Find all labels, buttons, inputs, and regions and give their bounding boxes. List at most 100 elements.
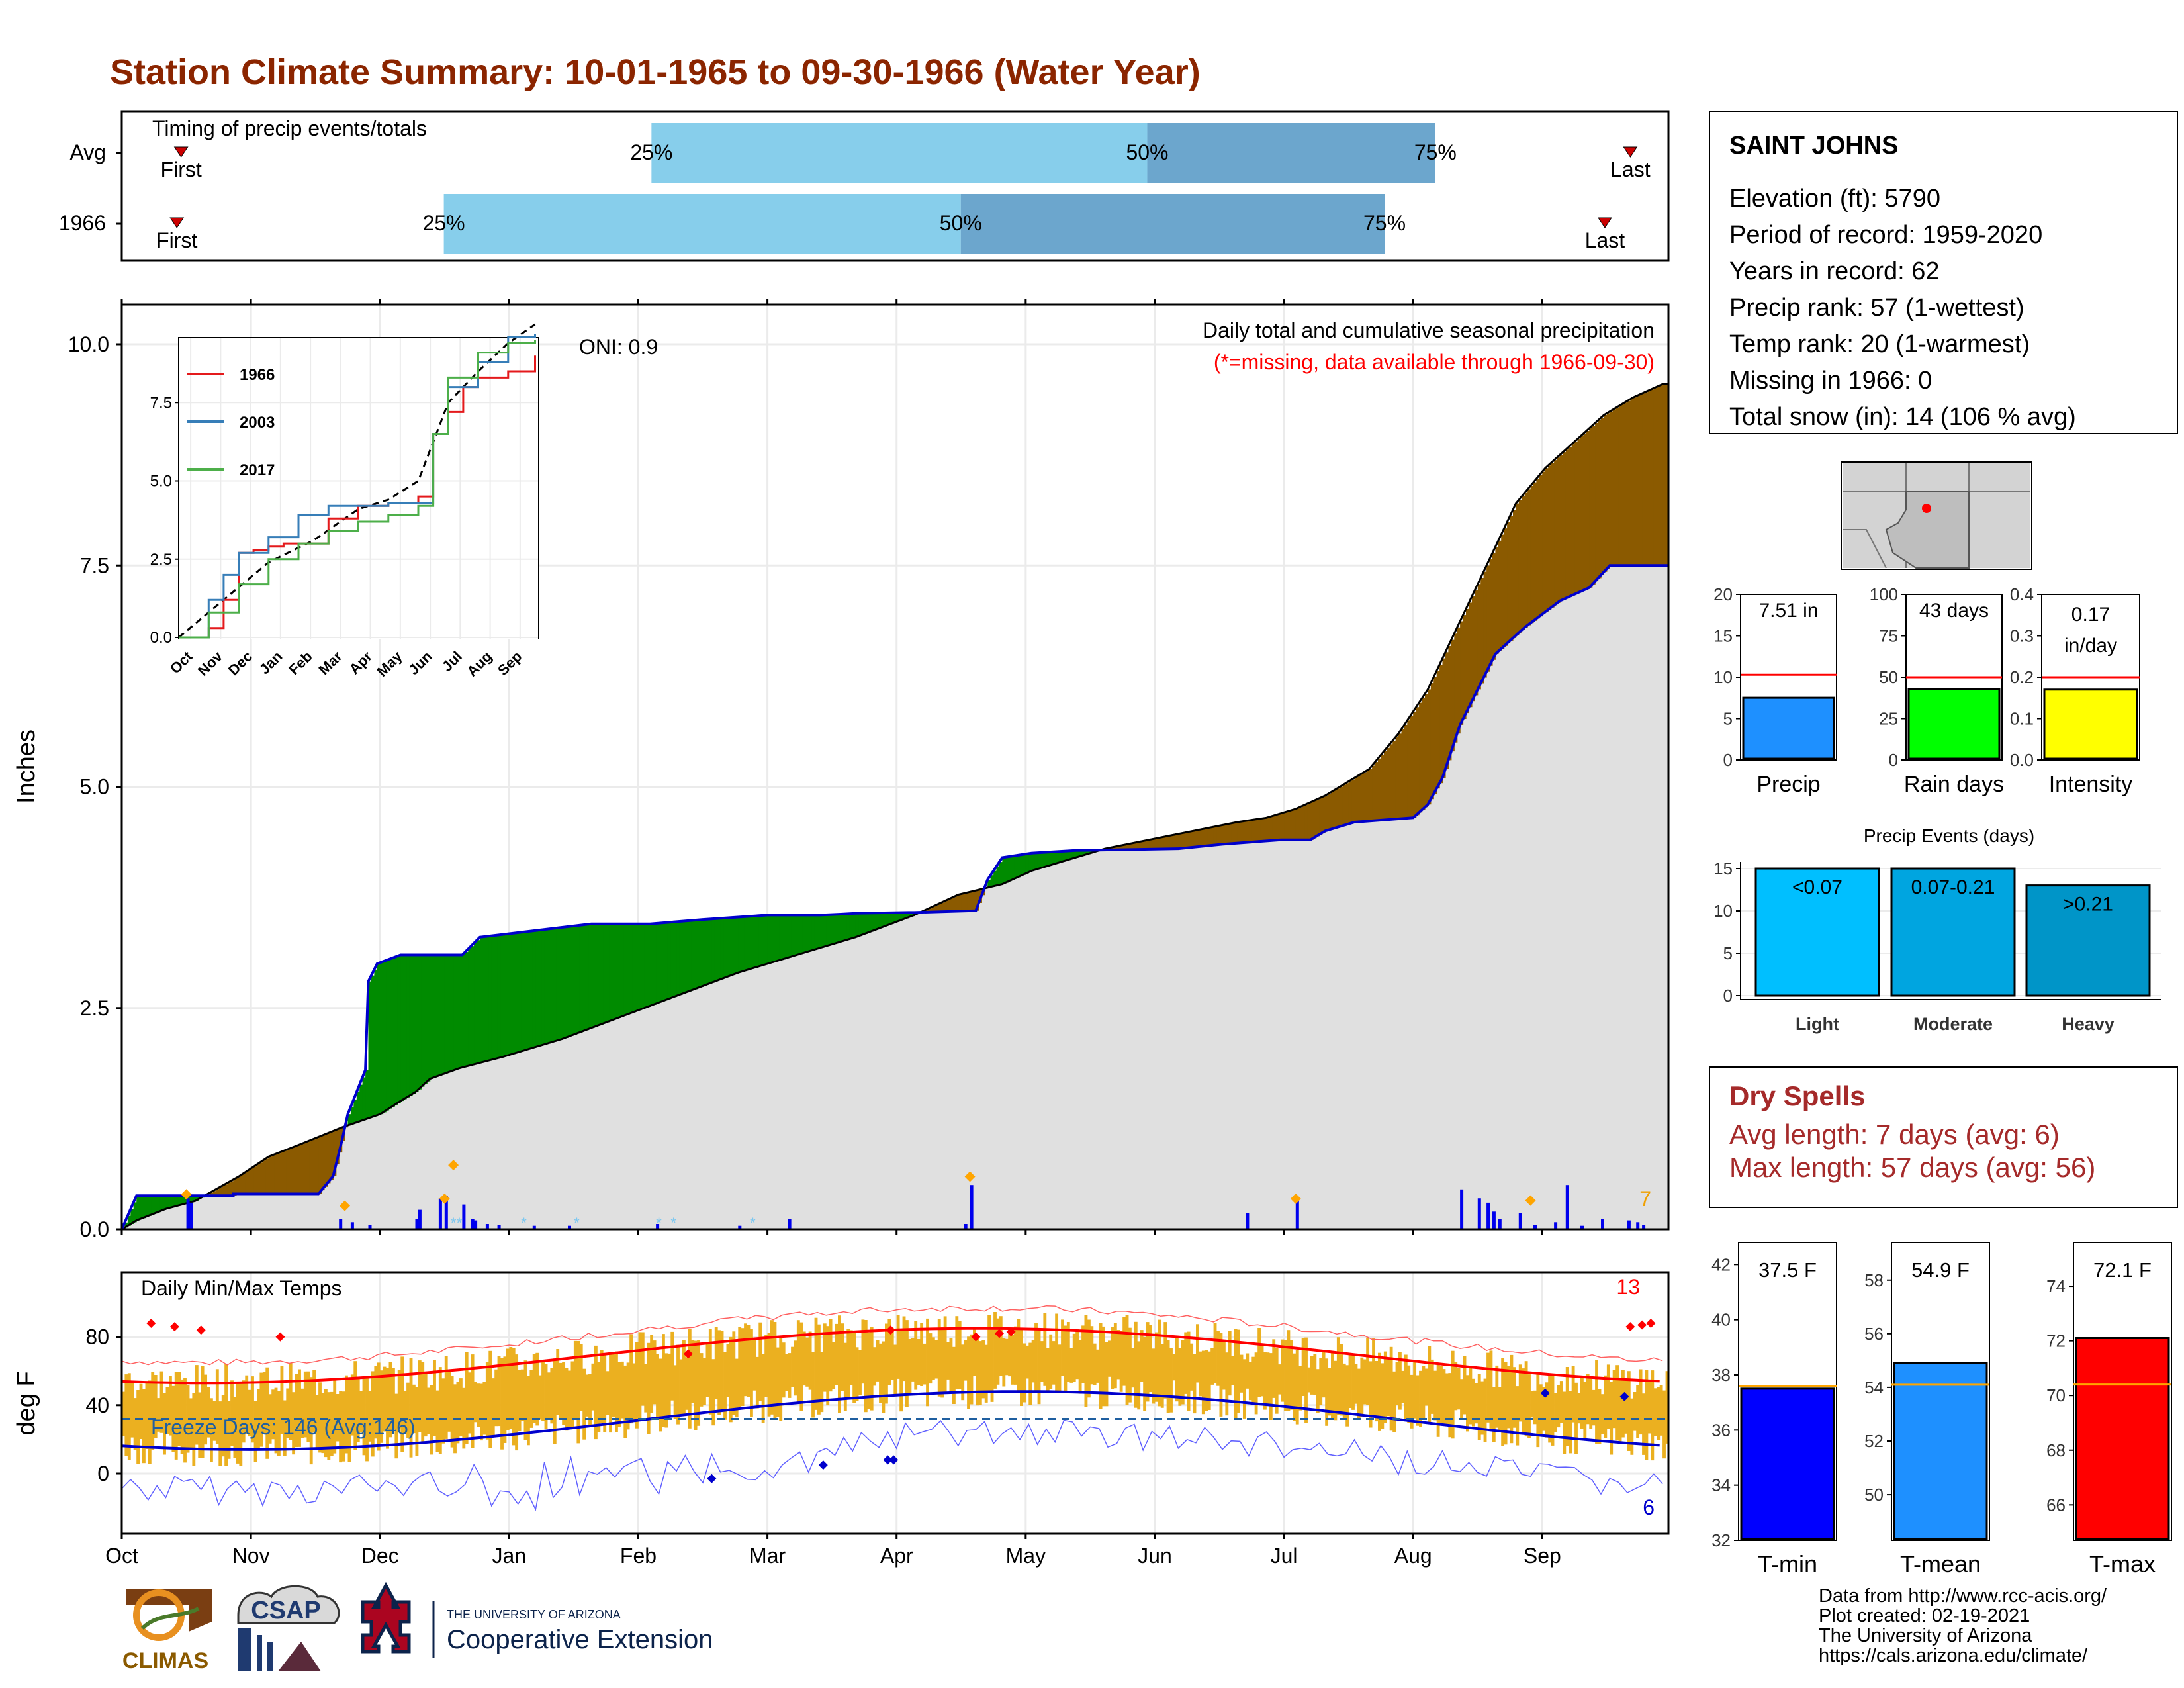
daily-temp-range-bar	[327, 1392, 331, 1460]
temp-bar-tick-label: 34	[1711, 1476, 1731, 1495]
below-average-band	[620, 923, 624, 1017]
daily-temp-range-bar	[1025, 1345, 1029, 1379]
daily-precip-bar	[1518, 1213, 1522, 1229]
above-average-band	[1237, 822, 1241, 843]
daily-temp-range-bar	[1005, 1338, 1009, 1376]
daily-temp-range-bar	[1043, 1313, 1047, 1386]
above-average-band	[1210, 827, 1214, 846]
month-tick-label: Jul	[1271, 1544, 1298, 1568]
above-average-band	[1387, 747, 1390, 820]
daily-temp-range-bar	[976, 1336, 979, 1406]
below-average-band	[761, 915, 765, 966]
above-average-band	[1522, 496, 1525, 630]
last-event-label: Last	[1610, 158, 1651, 181]
daily-temp-range-bar	[908, 1338, 912, 1395]
daily-precip-bar	[568, 1225, 571, 1229]
daily-temp-range-bar	[1539, 1384, 1543, 1436]
daily-temp-range-bar	[1210, 1348, 1214, 1385]
precip-y-tick-label: 10.0	[68, 332, 109, 356]
above-average-band	[1369, 769, 1373, 821]
below-average-band	[177, 1196, 181, 1206]
summary-bar-tick-label: 25	[1879, 709, 1898, 729]
daily-temp-range-bar	[670, 1331, 674, 1401]
daily-temp-range-bar	[239, 1383, 243, 1466]
daily-temp-range-bar	[594, 1345, 598, 1440]
below-average-band	[406, 955, 410, 1098]
below-average-band	[1066, 851, 1070, 861]
below-average-band	[682, 921, 686, 994]
above-average-band	[1463, 615, 1467, 719]
above-average-band	[318, 1137, 322, 1194]
below-average-band	[773, 915, 777, 962]
daily-temp-range-bar	[981, 1340, 985, 1399]
daily-temp-range-bar	[1651, 1370, 1655, 1461]
above-average-band	[253, 1166, 257, 1194]
above-average-band	[1178, 833, 1182, 849]
below-average-band	[659, 923, 662, 1003]
above-average-band	[1413, 711, 1417, 818]
daily-temp-range-bar	[720, 1331, 724, 1413]
daily-temp-range-bar	[896, 1315, 900, 1379]
daily-temp-range-bar	[1143, 1336, 1147, 1411]
timing-25-label: 25%	[630, 140, 672, 164]
below-average-band	[767, 915, 771, 964]
below-average-band	[145, 1196, 149, 1217]
daily-temp-range-bar	[1471, 1378, 1475, 1427]
station-info-line: Missing in 1966: 0	[1729, 367, 1932, 395]
daily-temp-range-bar	[1448, 1373, 1452, 1438]
daily-temp-range-bar	[1372, 1338, 1375, 1417]
below-average-band	[694, 920, 698, 990]
below-average-band	[468, 949, 472, 1066]
below-average-band	[755, 915, 759, 968]
daily-temp-range-bar	[324, 1389, 328, 1458]
above-average-band	[1662, 384, 1666, 566]
daily-temp-range-bar	[893, 1344, 897, 1396]
above-average-band	[1131, 843, 1135, 850]
daily-temp-range-bar	[1340, 1344, 1343, 1416]
below-average-band	[1034, 853, 1038, 870]
daily-temp-range-bar	[298, 1369, 301, 1447]
daily-temp-range-bar	[318, 1382, 322, 1453]
daily-temp-range-bar	[485, 1362, 489, 1440]
above-average-band	[1175, 834, 1179, 849]
above-average-band	[315, 1138, 319, 1194]
climas-logo-swoosh	[140, 1607, 200, 1630]
daily-temp-range-bar	[136, 1390, 140, 1464]
above-average-band	[265, 1158, 269, 1194]
above-average-band	[1639, 395, 1643, 566]
daily-temp-range-bar	[758, 1322, 762, 1401]
below-average-band	[459, 955, 463, 1068]
daily-temp-range-bar	[371, 1371, 375, 1457]
above-average-band	[952, 897, 956, 912]
above-average-band	[1477, 584, 1481, 690]
above-average-band	[1486, 565, 1490, 672]
below-average-band	[750, 916, 754, 969]
below-average-band	[570, 926, 574, 1036]
below-average-band	[623, 923, 627, 1016]
daily-temp-range-bar	[958, 1321, 962, 1389]
daily-temp-range-bar	[421, 1362, 425, 1444]
daily-temp-range-bar	[506, 1348, 510, 1430]
above-average-band	[1287, 811, 1291, 840]
above-average-band	[321, 1135, 325, 1191]
daily-temp-range-bar	[1037, 1329, 1041, 1405]
above-average-band	[277, 1153, 281, 1194]
below-average-band	[867, 913, 871, 933]
daily-temp-range-bar	[984, 1344, 988, 1403]
above-average-band	[1201, 829, 1205, 847]
daily-temp-range-bar	[1061, 1319, 1064, 1376]
below-average-band	[905, 912, 909, 919]
above-average-band	[1565, 449, 1569, 598]
below-average-band	[1043, 852, 1047, 868]
below-average-band	[438, 955, 442, 1076]
daily-temp-range-bar	[940, 1327, 944, 1398]
above-average-band	[1501, 534, 1505, 649]
daily-temp-range-bar	[1169, 1348, 1173, 1413]
daily-temp-range-bar	[1207, 1351, 1211, 1410]
above-average-band	[1243, 821, 1247, 843]
daily-temp-range-bar	[882, 1341, 886, 1413]
daily-temp-range-bar	[1475, 1383, 1479, 1424]
daily-temp-range-bar	[204, 1374, 208, 1445]
daily-temp-range-bar	[600, 1350, 604, 1423]
daily-temp-range-bar	[177, 1372, 181, 1446]
